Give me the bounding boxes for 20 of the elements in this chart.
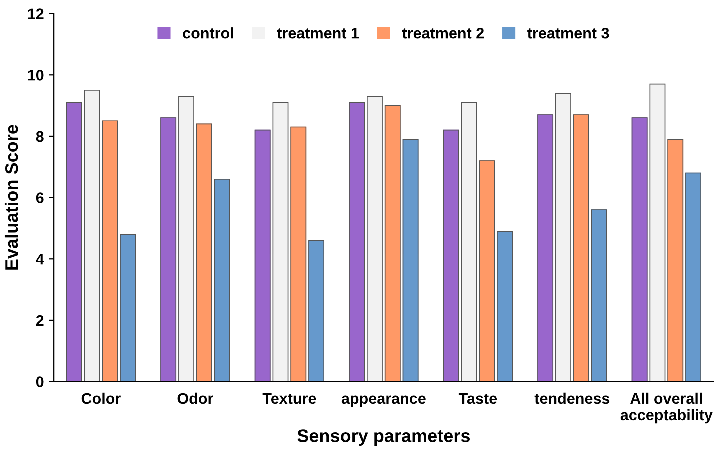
y-tick-label: 4 (36, 254, 44, 265)
legend-label: treatment 3 (528, 28, 610, 39)
legend-label: treatment 1 (277, 28, 360, 39)
legend-label: control (183, 28, 234, 39)
x-tick-label: appearance (342, 396, 426, 408)
x-tick-label: Odor (178, 392, 214, 404)
y-tick-label: 2 (36, 315, 44, 326)
y-tick-label: 12 (28, 8, 44, 20)
x-tick-label: All overall acceptability (620, 392, 713, 424)
y-axis-title: Evaluation Score (4, 125, 18, 270)
x-tick-label: Taste (458, 393, 498, 404)
y-tick-label: 8 (36, 131, 44, 142)
x-tick-label: Texture (262, 393, 316, 404)
y-tick-label: 6 (36, 192, 44, 204)
legend-label: treatment 2 (402, 28, 484, 39)
y-tick-label: 10 (28, 70, 44, 81)
x-tick-label: tendeness (534, 392, 610, 404)
x-tick-label: Color (82, 392, 121, 404)
y-tick-label: 0 (36, 376, 44, 388)
x-axis-title: Sensory parameters (298, 430, 470, 446)
